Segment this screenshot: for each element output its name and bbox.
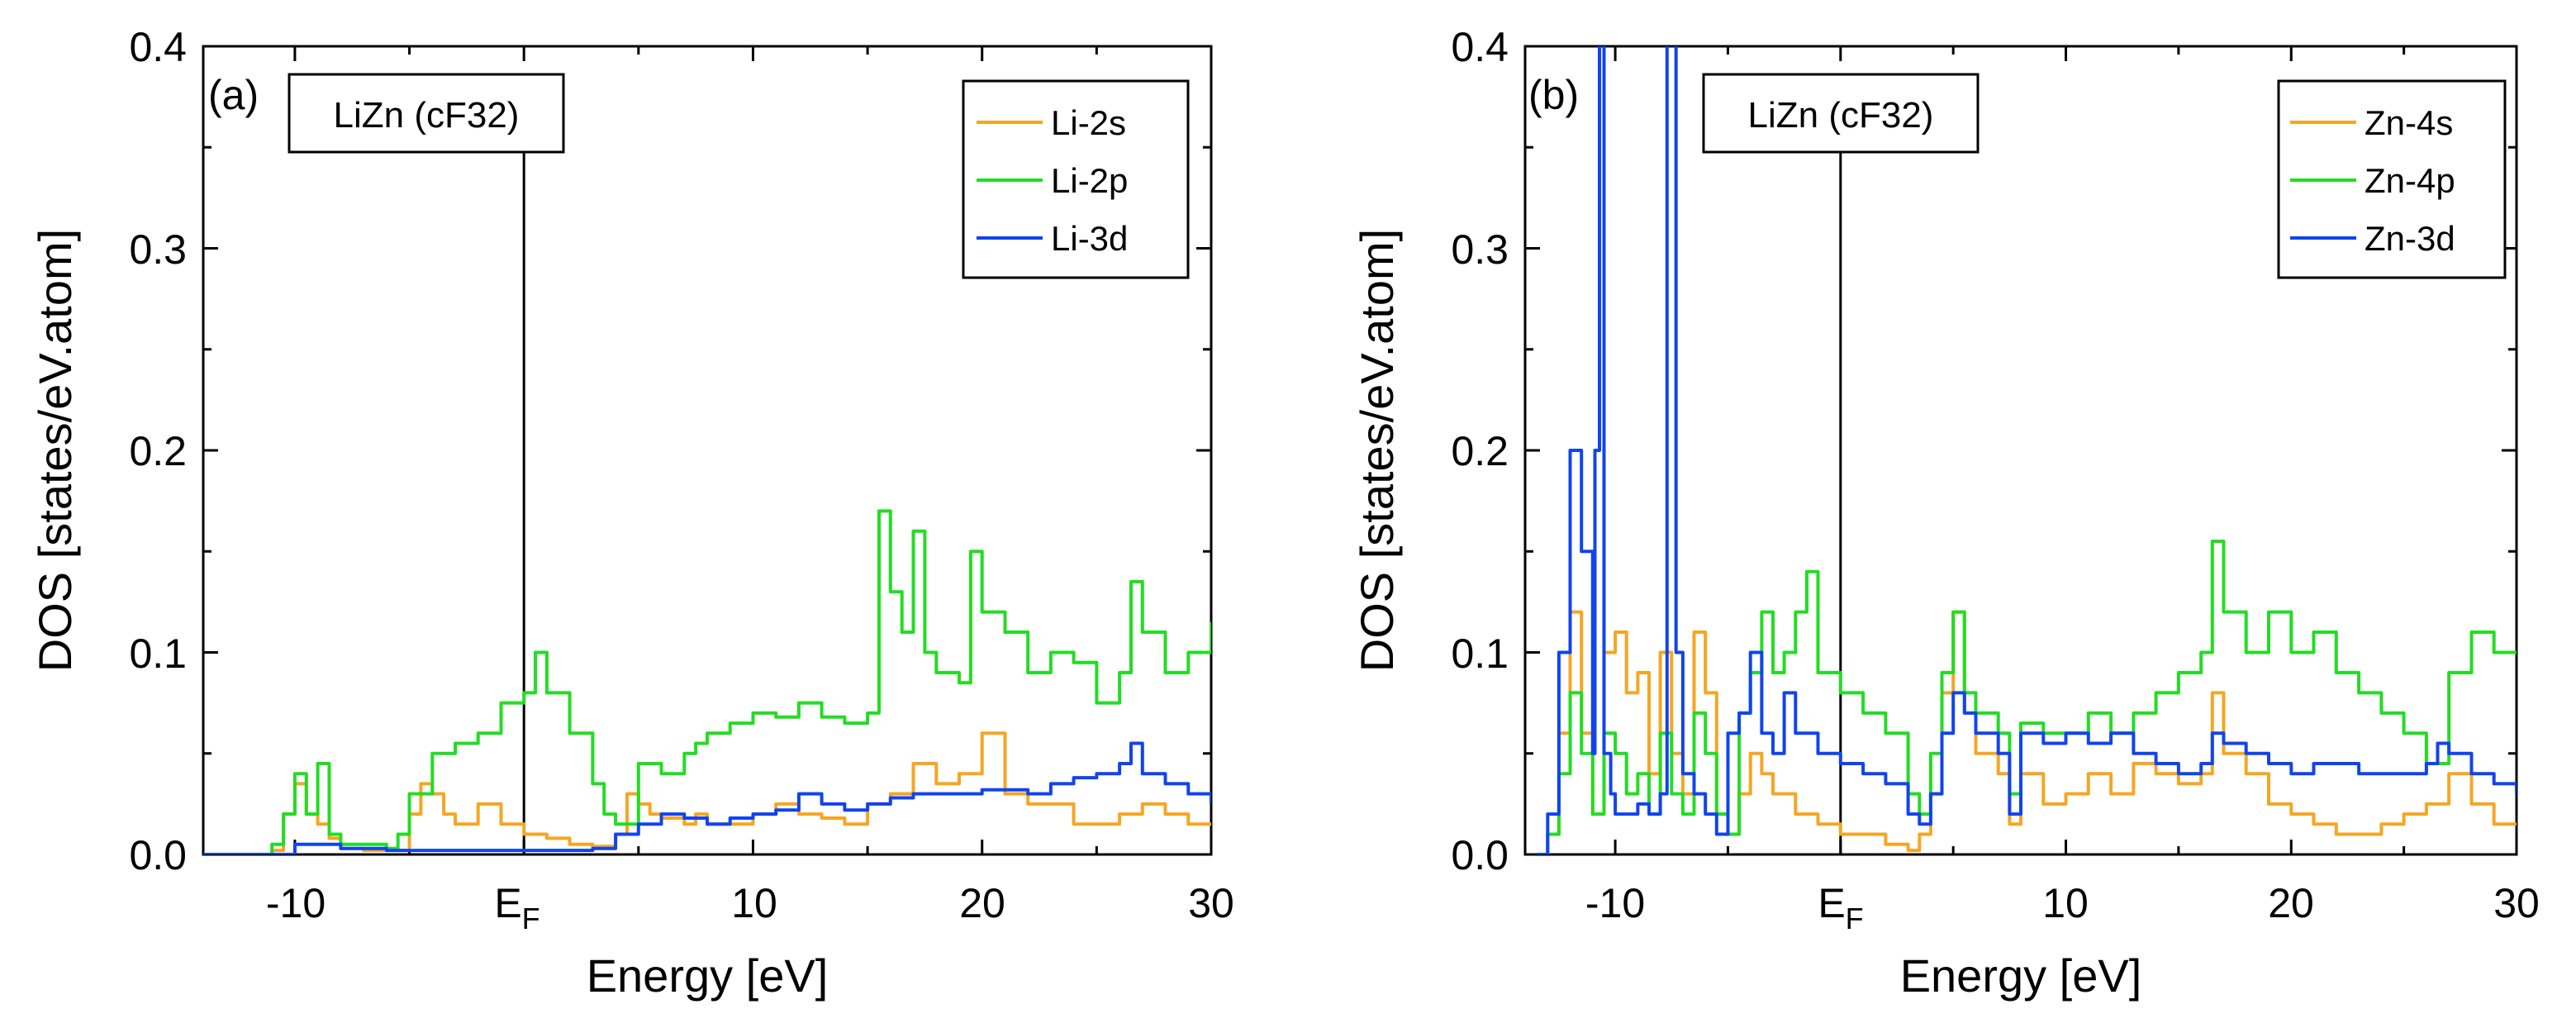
chart-title: LiZn (cF32) (1748, 95, 1934, 136)
series-line-li-3d (203, 741, 1211, 854)
series-line-li-2s (203, 731, 1211, 854)
x-axis-title: Energy [eV] (1900, 949, 2142, 1002)
legend-label-li-2p: Li-2p (1051, 161, 1128, 200)
series-line-zn-3d (1536, 46, 2517, 854)
y-tick-label-4: 0.4 (1451, 24, 1509, 70)
chart-title: LiZn (cF32) (334, 95, 520, 136)
x-tick-label-fermi: EF (1818, 880, 1863, 935)
x-tick-label-0: -10 (266, 880, 326, 926)
y-tick-label-4: 0.4 (129, 24, 187, 70)
legend: Zn-4s Zn-4p Zn-3d (2277, 79, 2507, 279)
y-tick-label-2: 0.2 (129, 428, 187, 474)
panel-a: 0.0 0.1 0.2 0.3 0.4 -10 EF 10 20 30 Ener… (29, 24, 1234, 1002)
fermi-tick-subscript: F (1846, 902, 1864, 935)
x-tick-label-4: 30 (2493, 880, 2540, 926)
y-tick-label-2: 0.2 (1451, 428, 1509, 474)
legend-label-zn-3d: Zn-3d (2365, 219, 2455, 258)
fermi-tick-main: E (494, 880, 521, 926)
x-tick-label-4: 30 (1188, 880, 1234, 926)
x-axis-title: Energy [eV] (587, 949, 829, 1002)
panel-label: (b) (1528, 72, 1579, 118)
x-tick-label-2: 10 (2042, 880, 2089, 926)
title-box (1702, 73, 1980, 154)
y-tick-label-3: 0.3 (129, 226, 187, 273)
legend-box (962, 79, 1190, 279)
y-axis-title: DOS [states/eV.atom] (1351, 229, 1403, 672)
x-tick-label-2: 10 (731, 880, 777, 926)
legend-label-zn-4s: Zn-4s (2365, 103, 2453, 142)
series-lines (1536, 46, 2517, 854)
y-tick-label-1: 0.1 (1451, 631, 1509, 677)
legend-label-zn-4p: Zn-4p (2365, 161, 2455, 200)
legend-label-li-2s: Li-2s (1051, 103, 1126, 142)
legend-label-li-3d: Li-3d (1051, 219, 1128, 258)
y-tick-label-3: 0.3 (1451, 226, 1509, 273)
x-tick-label-3: 20 (959, 880, 1005, 926)
fermi-tick-main: E (1818, 880, 1845, 926)
y-tick-label-0: 0.0 (1451, 832, 1509, 878)
x-tick-label-fermi: EF (494, 880, 539, 935)
y-tick-label-1: 0.1 (129, 631, 187, 677)
x-tick-label-3: 20 (2268, 880, 2314, 926)
panel-b: 0.0 0.1 0.2 0.3 0.4 -10 EF 10 20 30 Ener… (1351, 24, 2540, 1002)
series-lines (203, 509, 1211, 854)
panel-label: (a) (208, 72, 259, 118)
x-tick-label-0: -10 (1585, 880, 1645, 926)
legend: Li-2s Li-2p Li-3d (962, 79, 1190, 279)
title-box (288, 73, 565, 154)
fermi-tick-subscript: F (522, 902, 540, 935)
y-tick-label-0: 0.0 (129, 832, 187, 878)
y-axis-title: DOS [states/eV.atom] (29, 229, 81, 672)
